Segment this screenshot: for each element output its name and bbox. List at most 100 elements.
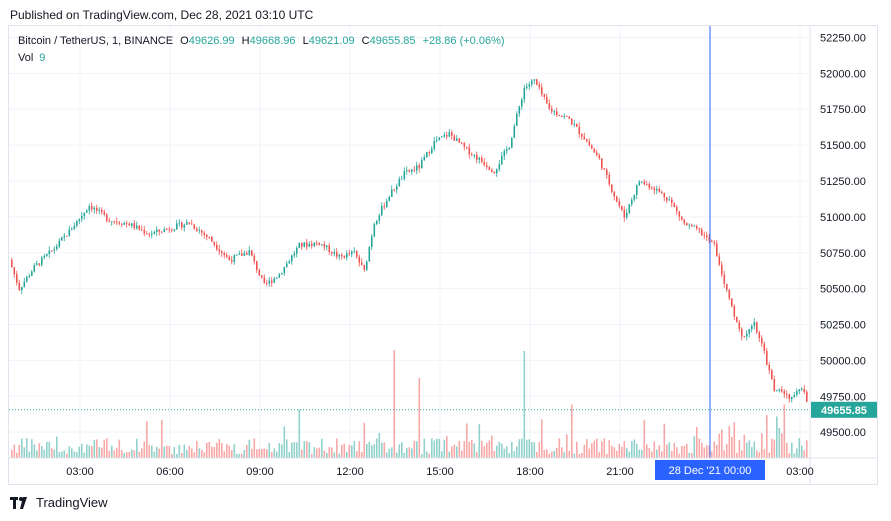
volume-bar [478,424,481,458]
candle-body [141,229,143,231]
candle-body [171,229,173,231]
volume-bar [523,351,526,458]
volume-bars [11,350,808,458]
candle-body [166,229,168,230]
candle-body [633,194,636,200]
legend-change: +28.86 (+0.06%) [422,35,505,47]
candle-body [273,278,276,283]
candle-body [203,232,206,235]
price-tick-label: 52000.00 [820,68,866,80]
volume-bar [81,443,83,458]
volume-bar [261,448,263,458]
candle-body [513,125,516,138]
candle-body [553,111,556,113]
candle-body [656,188,658,191]
volume-bar [396,452,398,458]
volume-bar [356,451,358,458]
candle-body [776,390,778,392]
volume-bar [328,447,331,458]
candle-body [356,251,358,257]
candle-body [546,96,548,104]
candle-body [191,223,193,225]
volume-bar [653,441,656,458]
candle-body [623,209,626,218]
candle-body [436,140,438,142]
candle-body [176,223,178,230]
candle-body [68,229,71,237]
candle-body [143,229,146,234]
volume-bar [26,438,28,458]
candle-body [653,188,656,191]
candle-body [71,229,73,231]
time-tick-label: 03:00 [786,466,814,478]
candle-body [93,207,96,210]
volume-bar [386,452,388,458]
chart-frame[interactable] [8,25,878,485]
candle-body [443,135,446,137]
candle-body [603,168,606,170]
candle-body [488,167,491,170]
volume-bar [236,453,238,458]
candle-body [283,267,286,274]
candle-body [783,391,786,395]
candle-body [358,256,361,263]
candle-body [648,184,651,188]
volume-bar [213,446,216,458]
candle-body [416,165,418,171]
volume-bar [616,450,618,458]
volume-bar [673,442,676,458]
volume-bar [123,453,126,458]
volume-bar [93,439,96,458]
candle-body [736,316,738,323]
volume-bar [258,449,261,458]
candle-body [286,263,288,268]
candle-body [433,140,436,149]
candle-body [313,242,316,246]
volume-bar [486,442,488,458]
candle-body [451,132,453,136]
volume-bar [503,448,506,458]
volume-bar [341,444,343,458]
volume-bar [663,423,666,458]
volume-bar [271,452,273,458]
candle-body [136,225,138,229]
candle-body [16,274,18,283]
volume-bar [728,425,731,458]
volume-bar [578,453,581,458]
candle-body [303,242,306,247]
volume-bar [788,453,791,458]
volume-bar [141,448,143,458]
volume-bar [588,448,591,458]
volume-bar [763,449,766,458]
candle-body [466,146,468,148]
candle-body [613,191,616,197]
volume-bar [531,442,533,458]
volume-bar [766,414,768,458]
volume-bar [681,446,683,458]
candle-body [236,254,238,256]
candle-body [683,219,686,224]
volume-bar [511,441,513,458]
candle-body [96,207,98,211]
volume-bar [431,438,433,458]
volume-bar [288,452,291,458]
volume-bar [676,447,678,458]
candle-body [341,254,343,256]
candles [11,78,808,403]
tradingview-brand[interactable]: TradingView [10,495,108,510]
candle-body [681,216,683,220]
candle-body [596,152,598,156]
volume-bar [166,445,168,458]
candle-body [673,202,676,207]
volume-bar [443,439,446,458]
volume-bar [128,451,131,458]
candle-body [641,181,643,183]
candle-body [333,251,336,254]
volume-bar [243,449,246,458]
volume-bar [366,444,368,458]
volume-bar [501,443,503,458]
volume-bar [731,436,733,458]
volume-bar [611,445,613,458]
candle-body [756,322,758,333]
